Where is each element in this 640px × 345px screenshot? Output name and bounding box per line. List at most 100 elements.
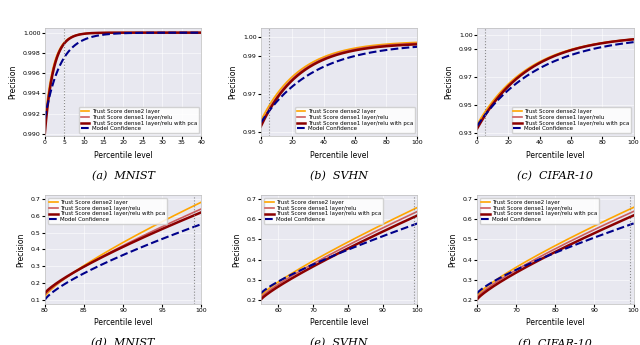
- Trust Score dense1 layer/relu with pca: [328, 55, 335, 59]
- Trust Score dense2 layer: [413, 205, 421, 209]
- Trust Score dense2 layer: [591, 224, 599, 228]
- Trust Score dense2 layer: [513, 74, 521, 78]
- Trust Score dense2 layer: [159, 219, 166, 224]
- Model Confidence: [591, 47, 599, 51]
- Trust Score dense1 layer/relu with pca: [145, 31, 153, 35]
- Model Confidence: [328, 254, 335, 258]
- Trust Score dense2 layer: [413, 40, 421, 45]
- Trust Score dense2 layer: [81, 31, 89, 36]
- Trust Score dense1 layer/relu: [630, 209, 637, 214]
- Trust Score dense1 layer/relu: [41, 293, 49, 297]
- Trust Score dense2 layer: [513, 265, 521, 269]
- Trust Score dense1 layer/relu: [513, 76, 521, 80]
- Line: Trust Score dense1 layer/relu with pca: Trust Score dense1 layer/relu with pca: [45, 212, 202, 294]
- Line: Trust Score dense1 layer/relu with pca: Trust Score dense1 layer/relu with pca: [477, 215, 634, 299]
- Trust Score dense1 layer/relu: [566, 48, 573, 52]
- Text: (f)  CIFAR-10: (f) CIFAR-10: [518, 338, 592, 345]
- Legend: Trust Score dense2 layer, Trust Score dense1 layer/relu, Trust Score dense1 laye: Trust Score dense2 layer, Trust Score de…: [511, 107, 631, 133]
- Trust Score dense1 layer/relu with pca: [513, 76, 521, 80]
- Trust Score dense1 layer/relu with pca: [591, 42, 599, 47]
- Model Confidence: [198, 31, 205, 35]
- Model Confidence: [68, 45, 76, 49]
- Trust Score dense1 layer/relu with pca: [298, 271, 305, 275]
- Trust Score dense1 layer/relu: [544, 250, 552, 255]
- Trust Score dense1 layer/relu: [145, 31, 153, 35]
- Trust Score dense1 layer/relu with pca: [112, 31, 120, 35]
- Trust Score dense2 layer: [578, 45, 586, 49]
- Model Confidence: [68, 277, 76, 282]
- Trust Score dense2 layer: [566, 48, 573, 52]
- Legend: Trust Score dense2 layer, Trust Score dense1 layer/relu, Trust Score dense1 laye: Trust Score dense2 layer, Trust Score de…: [79, 107, 198, 133]
- Trust Score dense2 layer: [145, 226, 153, 230]
- Trust Score dense2 layer: [81, 263, 89, 267]
- Trust Score dense1 layer/relu: [362, 234, 369, 238]
- Text: (b)  SVHN: (b) SVHN: [310, 170, 368, 181]
- Line: Trust Score dense1 layer/relu with pca: Trust Score dense1 layer/relu with pca: [477, 39, 634, 129]
- Trust Score dense1 layer/relu with pca: [375, 231, 383, 236]
- Trust Score dense1 layer/relu: [159, 31, 166, 35]
- Trust Score dense2 layer: [198, 31, 205, 35]
- Trust Score dense1 layer/relu: [501, 87, 509, 91]
- Trust Score dense1 layer/relu: [413, 209, 421, 214]
- Line: Model Confidence: Model Confidence: [261, 224, 417, 294]
- Trust Score dense1 layer/relu with pca: [349, 244, 357, 248]
- Line: Trust Score dense1 layer/relu: Trust Score dense1 layer/relu: [45, 209, 202, 295]
- Trust Score dense1 layer/relu with pca: [68, 35, 76, 39]
- Trust Score dense2 layer: [591, 42, 599, 46]
- Trust Score dense2 layer: [285, 78, 292, 82]
- Trust Score dense2 layer: [298, 67, 305, 71]
- Line: Trust Score dense1 layer/relu: Trust Score dense1 layer/relu: [261, 43, 417, 125]
- Trust Score dense2 layer: [41, 295, 49, 299]
- Trust Score dense1 layer/relu: [133, 237, 141, 241]
- Model Confidence: [257, 292, 265, 296]
- Y-axis label: Precision: Precision: [8, 65, 17, 99]
- Model Confidence: [413, 221, 421, 226]
- Line: Trust Score dense1 layer/relu with pca: Trust Score dense1 layer/relu with pca: [261, 215, 417, 299]
- Trust Score dense1 layer/relu with pca: [578, 237, 586, 241]
- Trust Score dense1 layer/relu with pca: [81, 32, 89, 36]
- Trust Score dense2 layer: [501, 86, 509, 90]
- Y-axis label: Precision: Precision: [228, 65, 237, 99]
- Text: (d)  MNIST: (d) MNIST: [92, 338, 155, 345]
- Trust Score dense1 layer/relu: [501, 275, 509, 279]
- Model Confidence: [566, 53, 573, 58]
- Trust Score dense1 layer/relu: [298, 69, 305, 73]
- Line: Model Confidence: Model Confidence: [45, 33, 202, 119]
- Trust Score dense2 layer: [544, 56, 552, 60]
- Model Confidence: [630, 40, 637, 44]
- Model Confidence: [159, 31, 166, 35]
- Trust Score dense1 layer/relu with pca: [362, 238, 369, 242]
- Line: Trust Score dense2 layer: Trust Score dense2 layer: [477, 207, 634, 296]
- Trust Score dense1 layer/relu with pca: [298, 71, 305, 75]
- Trust Score dense1 layer/relu with pca: [362, 47, 369, 51]
- Trust Score dense1 layer/relu: [375, 228, 383, 232]
- Trust Score dense1 layer/relu with pca: [473, 297, 481, 302]
- Model Confidence: [133, 247, 141, 251]
- Trust Score dense1 layer/relu with pca: [349, 49, 357, 53]
- Trust Score dense1 layer/relu: [81, 264, 89, 268]
- Trust Score dense1 layer/relu with pca: [501, 277, 509, 281]
- Trust Score dense1 layer/relu with pca: [257, 124, 265, 128]
- Line: Trust Score dense1 layer/relu: Trust Score dense1 layer/relu: [261, 211, 417, 298]
- Trust Score dense1 layer/relu with pca: [473, 127, 481, 131]
- Model Confidence: [362, 51, 369, 56]
- Trust Score dense1 layer/relu: [544, 57, 552, 61]
- Trust Score dense1 layer/relu with pca: [133, 238, 141, 242]
- X-axis label: Percentile level: Percentile level: [310, 150, 369, 159]
- Trust Score dense1 layer/relu: [413, 41, 421, 46]
- Trust Score dense2 layer: [375, 224, 383, 228]
- Trust Score dense1 layer/relu with pca: [112, 248, 120, 253]
- Trust Score dense1 layer/relu: [41, 127, 49, 131]
- Model Confidence: [578, 240, 586, 245]
- Trust Score dense1 layer/relu with pca: [578, 45, 586, 49]
- Model Confidence: [145, 242, 153, 246]
- Trust Score dense2 layer: [473, 294, 481, 298]
- Trust Score dense1 layer/relu: [578, 234, 586, 238]
- Trust Score dense1 layer/relu with pca: [566, 243, 573, 247]
- Trust Score dense1 layer/relu with pca: [413, 213, 421, 217]
- Trust Score dense1 layer/relu: [591, 227, 599, 231]
- Line: Trust Score dense1 layer/relu with pca: Trust Score dense1 layer/relu with pca: [45, 33, 202, 134]
- X-axis label: Percentile level: Percentile level: [94, 150, 152, 159]
- Y-axis label: Precision: Precision: [232, 232, 241, 267]
- Trust Score dense1 layer/relu with pca: [501, 88, 509, 92]
